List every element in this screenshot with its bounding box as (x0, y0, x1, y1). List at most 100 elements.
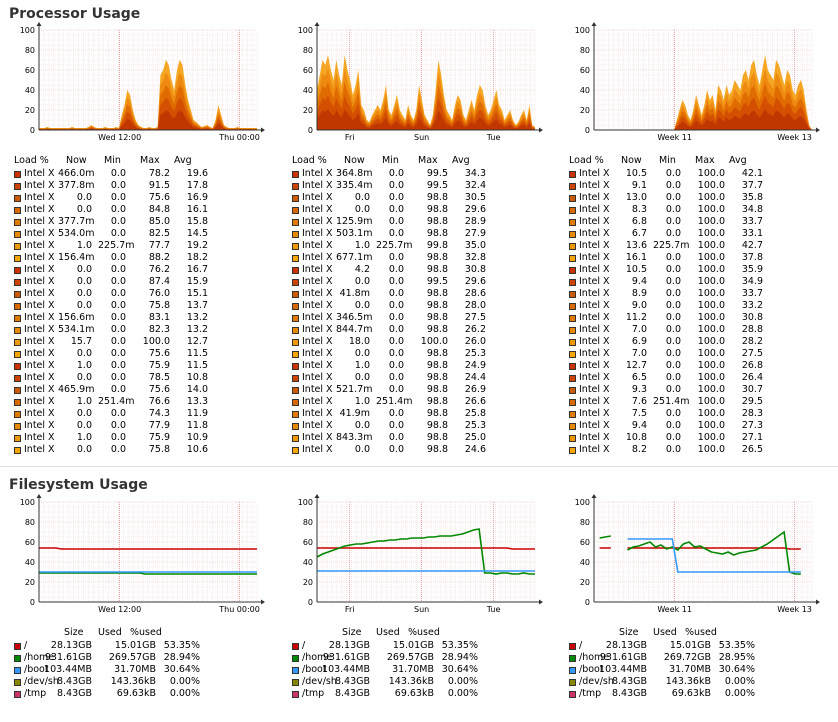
legend-value: 28.13GB (328, 640, 370, 651)
legend-value: 0.0 (110, 192, 126, 203)
legend-swatch (292, 691, 299, 698)
legend-value: 0.0 (354, 300, 370, 311)
legend-value: 15.01GB (392, 640, 434, 651)
legend-row: Intel X 377.8m 0.0 91.5 17.8 (14, 180, 264, 192)
legend-value: 0.0 (665, 168, 681, 179)
legend-value: 100.0 (697, 396, 725, 407)
legend-value: 100.0 (697, 324, 725, 335)
legend-value: 11.5 (186, 348, 208, 359)
legend-value: 0.0 (110, 360, 126, 371)
legend-swatch (569, 351, 576, 358)
legend-value: 0.0 (76, 348, 92, 359)
legend-value: 85.0 (148, 216, 170, 227)
legend-cpu-name: Intel X (24, 252, 55, 263)
legend-row: Intel X 346.5m 0.0 98.8 27.5 (292, 312, 542, 324)
x-tick-label: Week 13 (777, 133, 812, 142)
legend-swatch (292, 183, 299, 190)
legend-value: 8.43GB (334, 676, 370, 687)
legend-value: 13.2 (186, 324, 208, 335)
legend-value: 0.0 (76, 408, 92, 419)
legend-value: 13.2 (186, 312, 208, 323)
legend-header: Now (66, 155, 87, 166)
legend-value: 346.5m (336, 312, 373, 323)
legend-cpu-name: Intel X (579, 276, 610, 287)
legend-cpu-name: Intel X (579, 444, 610, 455)
legend-value: 30.64% (718, 664, 755, 675)
legend-value: 100.0 (697, 168, 725, 179)
legend-header: %used (408, 627, 440, 638)
legend-value: 103.44MB (322, 664, 370, 675)
legend-swatch (292, 435, 299, 442)
legend-value: 0.0 (388, 216, 404, 227)
legend-row: /tmp 8.43GB 69.63kB 0.00% (14, 688, 264, 700)
legend-value: 0.0 (665, 288, 681, 299)
legend-mount-name: /dev/sh (302, 676, 337, 687)
legend-cpu-name: Intel X (579, 408, 610, 419)
y-tick-label: 100 (575, 498, 590, 507)
legend-swatch (14, 207, 21, 214)
legend-swatch (569, 435, 576, 442)
legend-value: 0.0 (110, 336, 126, 347)
legend-row: /tmp 8.43GB 69.63kB 0.00% (292, 688, 542, 700)
legend-value: 7.5 (631, 408, 647, 419)
legend-value: 11.2 (625, 312, 647, 323)
legend-cpu-name: Intel X (579, 300, 610, 311)
legend-value: 0.0 (110, 444, 126, 455)
legend-swatch (292, 411, 299, 418)
legend-value: 0.0 (388, 300, 404, 311)
legend-row: Intel X 503.1m 0.0 98.8 27.9 (292, 228, 542, 240)
legend-value: 0.0 (665, 204, 681, 215)
legend-swatch (292, 195, 299, 202)
legend-swatch (292, 243, 299, 250)
legend-row: Intel X 534.0m 0.0 82.5 14.5 (14, 228, 264, 240)
legend-value: 0.0 (110, 408, 126, 419)
legend-value: 251.4m (376, 396, 413, 407)
legend-value: 9.4 (631, 276, 647, 287)
legend-value: 103.44MB (599, 664, 647, 675)
processor-section-title: Processor Usage (9, 6, 141, 22)
legend-value: 98.8 (426, 312, 448, 323)
legend-value: 34.3 (464, 168, 486, 179)
legend-value: 76.2 (148, 264, 170, 275)
legend-swatch (569, 643, 576, 650)
legend-row: Intel X 13.6 225.7m 100.0 42.7 (569, 240, 819, 252)
legend-value: 98.8 (426, 372, 448, 383)
legend-row: Intel X 677.1m 0.0 98.8 32.8 (292, 252, 542, 264)
legend-swatch (292, 667, 299, 674)
legend-cpu-name: Intel X (302, 384, 333, 395)
legend-cpu-name: Intel X (302, 300, 333, 311)
legend-value: 98.8 (426, 432, 448, 443)
legend-header: Load % (14, 155, 49, 166)
legend-value: 7.6 (631, 396, 647, 407)
y-tick-label: 0 (585, 598, 590, 607)
legend-value: 17.8 (186, 180, 208, 191)
legend-cpu-name: Intel X (579, 288, 610, 299)
legend-swatch (292, 219, 299, 226)
legend-value: 0.0 (665, 192, 681, 203)
legend-swatch (14, 667, 21, 674)
legend-swatch (569, 279, 576, 286)
legend-row: /boot 103.44MB 31.70MB 30.64% (14, 664, 264, 676)
y-tick-label: 100 (575, 26, 590, 35)
legend-value: 0.00% (447, 688, 478, 699)
legend-value: 18.2 (186, 252, 208, 263)
legend-row: Intel X 0.0 0.0 75.8 10.6 (14, 444, 264, 456)
legend-row: Intel X 1.0 225.7m 99.8 35.0 (292, 240, 542, 252)
legend-value: 31.70MB (392, 664, 434, 675)
legend-header: Used (376, 627, 400, 638)
legend-value: 75.9 (148, 360, 170, 371)
fs-series-line (317, 547, 535, 550)
x-tick-label: Sun (414, 133, 429, 142)
legend-value: 27.3 (741, 420, 763, 431)
legend-row: Intel X 465.9m 0.0 75.6 14.0 (14, 384, 264, 396)
y-tick-label: 0 (308, 126, 313, 135)
y-tick-label: 60 (580, 66, 590, 75)
legend-row: Intel X 1.0 225.7m 77.7 19.2 (14, 240, 264, 252)
legend-row: Intel X 16.1 0.0 100.0 37.8 (569, 252, 819, 264)
legend-value: 30.5 (464, 192, 486, 203)
legend-swatch (569, 267, 576, 274)
legend-cpu-name: Intel X (302, 432, 333, 443)
legend-value: 100.0 (697, 192, 725, 203)
legend-value: 100.0 (697, 384, 725, 395)
